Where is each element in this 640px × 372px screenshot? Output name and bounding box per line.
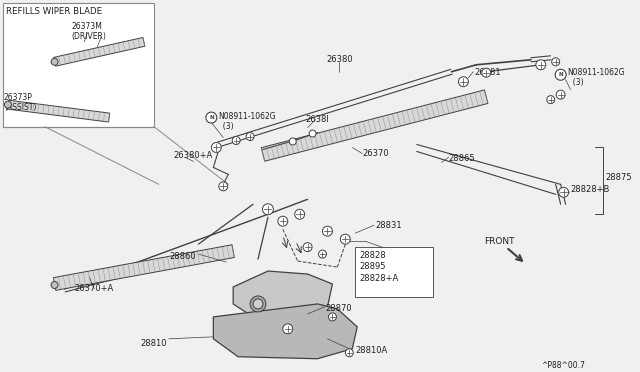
Text: 28895: 28895 (359, 262, 386, 271)
Text: 28865: 28865 (449, 154, 475, 163)
Circle shape (253, 299, 263, 309)
Text: ^P88^00.7: ^P88^00.7 (541, 361, 585, 370)
Text: 26370: 26370 (362, 150, 389, 158)
Circle shape (294, 209, 305, 219)
Text: 2638l: 2638l (306, 115, 330, 124)
Circle shape (51, 282, 58, 289)
Circle shape (4, 101, 12, 108)
Text: 28828+A: 28828+A (359, 274, 399, 283)
Text: 26373M
(DRIVER): 26373M (DRIVER) (72, 22, 106, 41)
Circle shape (458, 77, 468, 87)
Circle shape (536, 60, 546, 70)
Circle shape (482, 68, 491, 77)
Circle shape (250, 296, 266, 312)
Circle shape (51, 58, 58, 65)
Circle shape (289, 138, 296, 145)
Circle shape (319, 250, 326, 258)
Circle shape (262, 204, 273, 215)
Circle shape (547, 96, 555, 104)
Text: 28831: 28831 (375, 221, 402, 230)
Circle shape (555, 69, 566, 80)
Polygon shape (261, 90, 488, 161)
Text: 28860: 28860 (170, 252, 196, 261)
Text: FRONT: FRONT (484, 237, 515, 246)
Text: 28870: 28870 (326, 304, 352, 313)
Circle shape (278, 216, 288, 226)
Polygon shape (233, 271, 332, 319)
Circle shape (552, 58, 559, 66)
Circle shape (309, 130, 316, 137)
Text: N: N (209, 115, 214, 120)
Circle shape (246, 132, 254, 141)
Polygon shape (8, 100, 109, 122)
Circle shape (211, 142, 221, 153)
Circle shape (559, 187, 568, 197)
Circle shape (340, 234, 350, 244)
Circle shape (303, 243, 312, 251)
Text: 28810A: 28810A (355, 346, 387, 355)
Polygon shape (53, 245, 234, 291)
Text: 28875: 28875 (605, 173, 632, 182)
Text: 28828: 28828 (359, 251, 386, 260)
Text: 26381: 26381 (474, 68, 501, 77)
Circle shape (206, 112, 217, 123)
Circle shape (346, 349, 353, 357)
Text: N08911-1062G
  (3): N08911-1062G (3) (568, 68, 625, 87)
Bar (3, 3, 154, 126)
Circle shape (219, 182, 228, 191)
Bar (355, 247, 433, 297)
Text: 28810: 28810 (140, 339, 166, 348)
Circle shape (556, 90, 565, 99)
Text: REFILLS WIPER BLADE: REFILLS WIPER BLADE (6, 7, 102, 16)
Text: 26373P
(ASSIST): 26373P (ASSIST) (4, 93, 36, 112)
Text: 26380+A: 26380+A (173, 151, 213, 160)
Polygon shape (54, 38, 145, 66)
Circle shape (283, 324, 292, 334)
Circle shape (328, 313, 337, 321)
Polygon shape (213, 304, 357, 359)
Text: N: N (558, 72, 563, 77)
Text: N08911-1062G
  (3): N08911-1062G (3) (218, 112, 276, 131)
Circle shape (323, 226, 332, 236)
Circle shape (232, 137, 240, 144)
Text: 26370+A: 26370+A (75, 284, 114, 293)
Text: 26380: 26380 (326, 55, 353, 64)
Text: 28828+B: 28828+B (571, 185, 610, 194)
